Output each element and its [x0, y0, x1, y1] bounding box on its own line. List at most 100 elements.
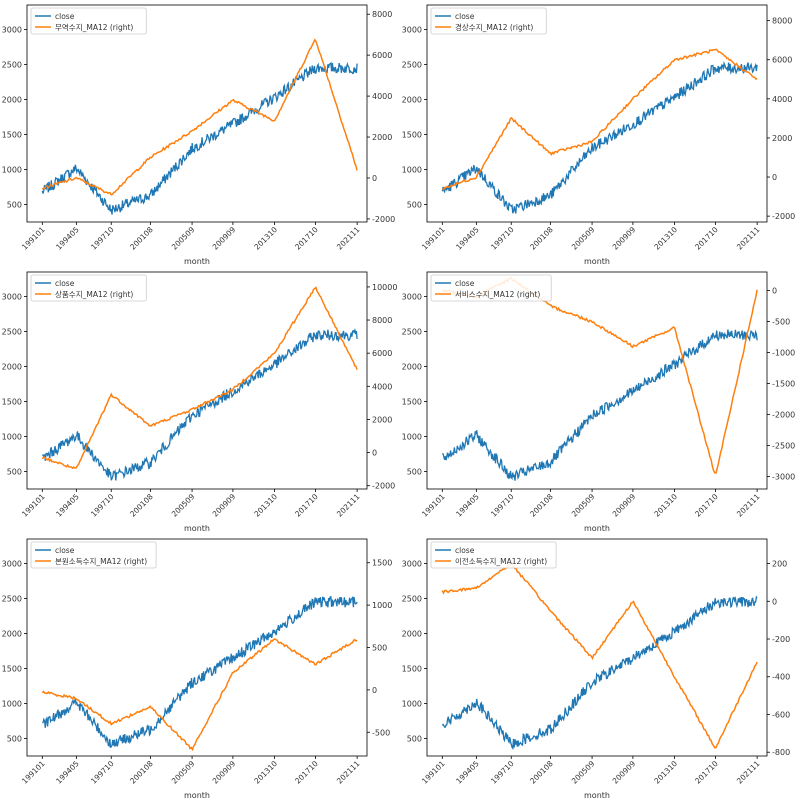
x-tick-label: 199101 [20, 225, 47, 252]
left-tick-label: 3000 [402, 560, 422, 569]
right-tick-label: 10000 [372, 283, 397, 292]
x-tick-label: 200509 [170, 225, 197, 252]
x-tick-label: 201710 [293, 492, 320, 519]
right-tick-label: 6000 [372, 51, 392, 60]
left-tick-label: 1000 [402, 700, 422, 709]
chart-panel-4: 500 1000 1500 2000 2500 3000 0 -500 -1000 -1500 -2… [402, 271, 795, 533]
left-tick-label: 500 [407, 735, 422, 744]
right-tick-label: -400 [772, 673, 790, 682]
x-tick-label: 200909 [611, 759, 638, 786]
x-tick-label: 200108 [528, 759, 555, 786]
left-tick-label: 3000 [2, 293, 22, 302]
right-tick-label: 0 [772, 597, 777, 606]
left-tick-label: 2000 [2, 630, 22, 639]
legend-label: 무역수지_MA12 (right) [55, 22, 133, 32]
right-tick-label: -2500 [772, 442, 795, 451]
x-axis-label: month [584, 791, 610, 800]
left-tick-label: 3000 [402, 26, 422, 35]
right-tick-label: 500 [372, 644, 387, 653]
legend-label: close [55, 12, 75, 21]
legend-label: 경상수지_MA12 (right) [455, 22, 533, 32]
left-tick-label: 2500 [2, 595, 22, 604]
x-tick-label: 199405 [454, 225, 481, 252]
x-tick-label: 199101 [20, 759, 47, 786]
right-tick-label: 4000 [372, 382, 392, 391]
right-tick-label: 2000 [772, 134, 792, 143]
legend-label: 본원소득수지_MA12 (right) [55, 557, 147, 566]
series-line-close [42, 328, 358, 481]
x-tick-label: 201310 [652, 759, 679, 786]
x-tick-label: 199101 [420, 225, 447, 252]
chart-panel-1: 500 1000 1500 2000 2500 3000 -2000 0 2000 4000 600… [2, 4, 395, 266]
x-tick-label: 199405 [54, 225, 81, 252]
left-tick-label: 1000 [2, 433, 22, 442]
left-tick-label: 3000 [402, 293, 422, 302]
left-tick-label: 2500 [402, 595, 422, 604]
x-tick-label: 200108 [528, 492, 555, 519]
legend-box [30, 274, 147, 302]
x-tick-label: 200108 [128, 759, 155, 786]
x-tick-label: 199710 [89, 225, 116, 252]
legend-box [430, 7, 547, 35]
legend-label: 서비스수지_MA12 (right) [455, 290, 540, 299]
x-tick-label: 201710 [293, 759, 320, 786]
legend-label: close [455, 279, 475, 288]
x-axis-label: month [184, 524, 210, 533]
right-tick-label: 2000 [372, 415, 392, 424]
x-axis-label: month [184, 257, 210, 266]
left-tick-label: 1000 [2, 166, 22, 175]
left-tick-label: 2000 [402, 630, 422, 639]
plot-frame [426, 4, 768, 223]
legend-label: 상품수지_MA12 (right) [55, 289, 133, 299]
right-tick-label: -3000 [772, 473, 795, 482]
x-tick-label: 200509 [170, 492, 197, 519]
x-tick-label: 200909 [611, 225, 638, 252]
left-tick-label: 3000 [2, 560, 22, 569]
plot-frame [26, 538, 368, 757]
left-tick-label: 2000 [2, 96, 22, 105]
x-tick-label: 201710 [693, 759, 720, 786]
right-tick-label: -500 [772, 318, 790, 327]
right-tick-label: 6000 [772, 56, 792, 65]
left-tick-label: 500 [7, 201, 22, 210]
x-tick-label: 201710 [293, 225, 320, 252]
right-tick-label: 8000 [772, 17, 792, 26]
x-tick-label: 200108 [128, 492, 155, 519]
left-tick-label: 1000 [402, 166, 422, 175]
left-tick-label: 2500 [402, 61, 422, 70]
x-tick-label: 199405 [454, 759, 481, 786]
x-tick-label: 202111 [335, 759, 362, 786]
series-line-close [441, 595, 758, 751]
x-tick-label: 202111 [335, 492, 362, 519]
x-tick-label: 199101 [20, 492, 47, 519]
left-tick-label: 1500 [402, 665, 422, 674]
x-tick-label: 199710 [489, 759, 516, 786]
right-tick-label: 0 [372, 174, 377, 183]
right-tick-label: 0 [772, 287, 777, 296]
right-tick-label: -800 [772, 748, 790, 757]
left-tick-label: 3000 [2, 26, 22, 35]
x-tick-label: 201310 [252, 492, 279, 519]
x-tick-label: 201710 [693, 492, 720, 519]
plot-frame [26, 271, 368, 490]
right-tick-label: 0 [372, 686, 377, 695]
plot-frame [26, 4, 368, 223]
right-tick-label: 0 [772, 173, 777, 182]
legend-label: close [455, 12, 475, 21]
x-tick-label: 200909 [211, 492, 238, 519]
plot-frame [426, 271, 768, 490]
legend-box [30, 541, 157, 569]
left-tick-label: 1500 [2, 665, 22, 674]
left-tick-label: 1500 [402, 398, 422, 407]
right-tick-label: -500 [372, 728, 390, 737]
series-line-close [441, 60, 758, 214]
right-tick-label: 4000 [372, 92, 392, 101]
x-tick-label: 199710 [89, 492, 116, 519]
x-tick-label: 201310 [652, 492, 679, 519]
right-tick-label: -2000 [772, 411, 795, 420]
x-tick-label: 202111 [335, 225, 362, 252]
series-line-right [41, 38, 358, 196]
series-line-right [441, 561, 758, 749]
